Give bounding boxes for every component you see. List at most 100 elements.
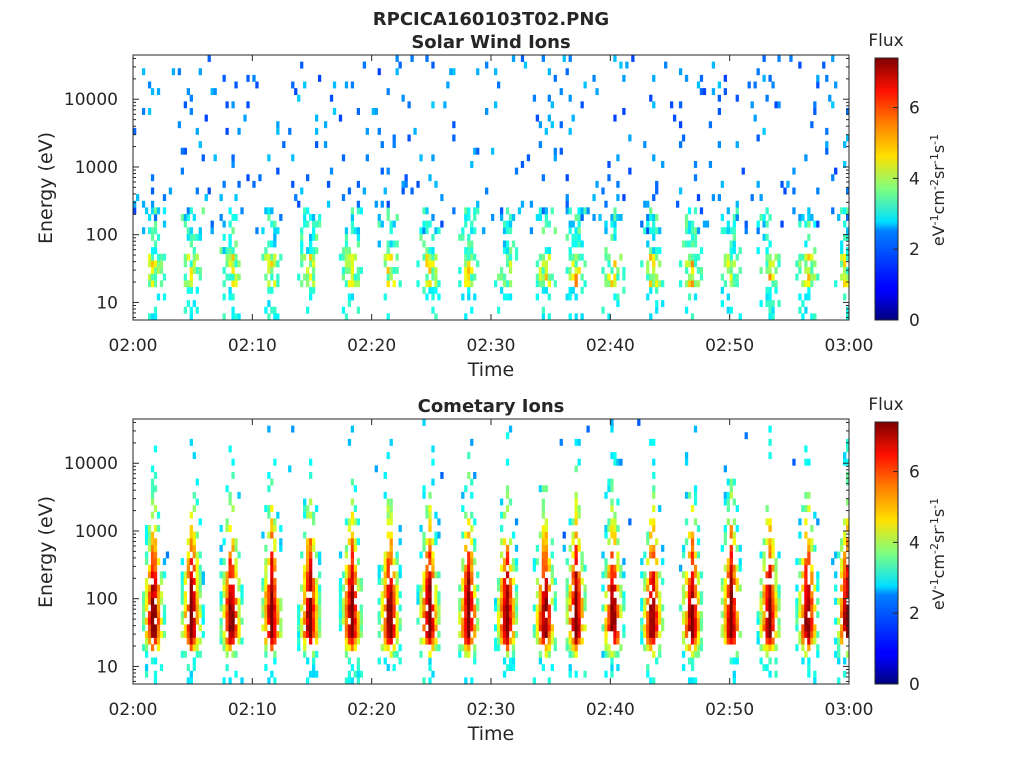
heatmap-cell [228,558,232,566]
heatmap-cell [267,597,271,605]
heatmap-cell [428,247,432,255]
heatmap-cell [505,458,510,466]
heatmap-cell [738,267,742,274]
heatmap-cell [264,558,268,566]
heatmap-cell [643,227,647,235]
heatmap-cell [314,650,319,658]
heatmap-cell [804,518,808,526]
heatmap-cell [547,644,551,652]
heatmap-cell [613,604,617,612]
heatmap-cell [508,214,513,221]
heatmap-cell [270,584,274,592]
heatmap-cell [535,260,540,268]
heatmap-cell [765,538,769,546]
heatmap-cell [502,564,507,572]
heatmap-cell [473,604,477,612]
heatmap-cell [699,597,704,605]
heatmap-cell [156,253,161,261]
heatmap-cell [655,611,659,619]
heatmap-cell [720,214,724,221]
heatmap-cell [505,624,510,632]
heatmap-cell [344,611,349,619]
heatmap-cell [765,597,769,605]
heatmap-cell [652,650,656,658]
y-tick-label: 10000 [64,454,118,474]
heatmap-cell [801,584,805,592]
heatmap-cell [309,247,313,255]
heatmap-cell [568,631,572,638]
heatmap-cell [473,293,477,301]
heatmap-cell [306,174,310,182]
heatmap-cell [550,624,554,632]
heatmap-cell [804,306,808,314]
heatmap-cell [392,631,396,638]
heatmap-cell [729,260,733,268]
heatmap-cell [693,617,698,625]
heatmap-cell [801,657,805,665]
heatmap-cell [816,187,820,195]
heatmap-cell [777,617,781,625]
heatmap-cell [231,260,235,268]
heatmap-cell [687,207,692,215]
heatmap-cell [386,644,390,652]
heatmap-cell [156,511,161,519]
heatmap-cell [729,571,733,579]
heatmap-cell [756,611,760,619]
heatmap-cell [720,180,724,188]
heatmap-cell [425,551,429,559]
heatmap-cell [550,631,554,638]
heatmap-cell [765,207,769,215]
heatmap-cell [568,617,572,625]
heatmap-cell [750,194,754,202]
heatmap-cell [425,591,429,599]
heatmap-cell [661,624,665,632]
heatmap-cell [610,578,614,585]
heatmap-cell [577,511,581,519]
heatmap-cell [237,637,241,645]
heatmap-cell [544,591,548,599]
heatmap-cell [240,637,244,645]
heatmap-cell [514,617,519,625]
heatmap-cell [234,81,238,89]
heatmap-cell [464,631,468,638]
heatmap-cell [759,617,763,625]
heatmap-cell [156,233,161,241]
heatmap-cell [502,624,507,632]
heatmap-cell [795,260,799,268]
heatmap-cell [726,260,730,268]
heatmap-cell [416,617,420,625]
heatmap-cell [559,88,563,96]
heatmap-cell [470,306,474,314]
heatmap-cell [231,597,235,605]
heatmap-cell [565,637,569,645]
heatmap-cell [270,531,274,539]
heatmap-cell [768,306,772,314]
heatmap-cell [843,452,847,460]
heatmap-cell [505,664,510,672]
heatmap-cell [150,233,155,241]
heatmap-cell [655,584,659,592]
heatmap-cell [607,538,611,546]
heatmap-cell [616,293,620,301]
heatmap-cell [655,604,659,612]
heatmap-cell [720,611,724,619]
heatmap-cell [813,624,817,632]
heatmap-cell [350,551,355,559]
heatmap-cell [198,650,202,658]
heatmap-cell [473,518,477,526]
heatmap-cell [640,571,644,579]
heatmap-cell [186,664,190,672]
heatmap-cell [541,525,545,532]
heatmap-cell [574,233,578,241]
heatmap-cell [538,121,543,129]
heatmap-cell [732,273,736,281]
heatmap-cell [273,313,277,321]
heatmap-cell [840,584,844,592]
heatmap-cell [544,644,548,652]
heatmap-cell [541,558,545,566]
heatmap-cell [541,617,545,625]
heatmap-cell [159,597,164,605]
heatmap-cell [189,631,193,638]
heatmap-cell [774,286,778,294]
heatmap-cell [810,273,814,281]
